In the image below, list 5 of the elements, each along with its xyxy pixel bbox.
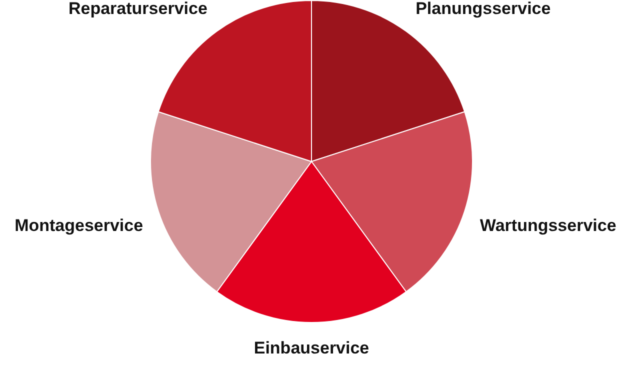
slice-label: Montageservice [14, 216, 144, 236]
slice-label: Planungsservice [416, 0, 551, 18]
slice-label: Einbauservice [254, 338, 370, 358]
slice-label: Wartungsservice [480, 216, 616, 236]
slice-label: Reparaturservice [68, 0, 208, 18]
